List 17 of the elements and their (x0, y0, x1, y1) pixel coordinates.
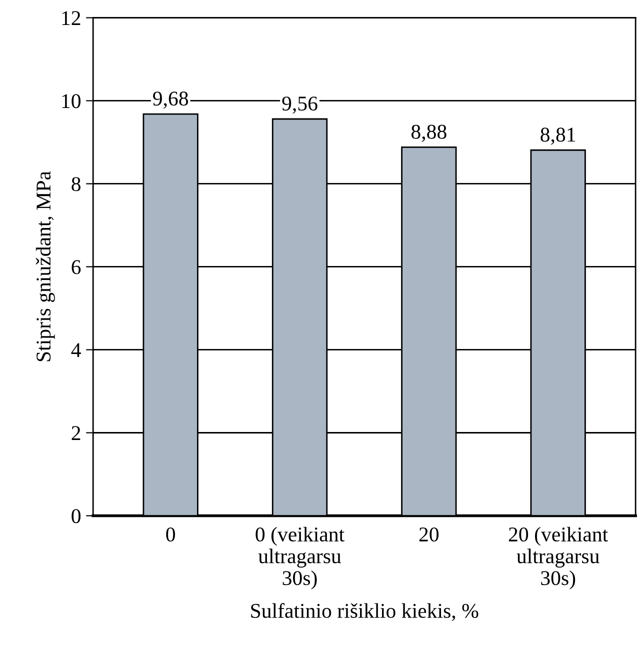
y-tick-label: 6 (72, 260, 81, 274)
data-label: 9,56 (282, 96, 318, 114)
data-label: 9,68 (153, 92, 188, 109)
x-tick-label: 0 (veikiant ultragarsu 30s) (256, 526, 344, 590)
y-tick-label: 8 (72, 177, 80, 192)
x-tick-label: 0 (166, 527, 176, 542)
data-label: 8,81 (540, 128, 576, 145)
y-tick-label: 10 (62, 94, 80, 108)
y-tick-label: 0 (72, 509, 80, 524)
data-label: 8,88 (411, 124, 446, 142)
y-axis-title: Stipris gniuždant, MPa (36, 171, 55, 362)
x-tick-label: 20 (419, 527, 439, 542)
y-tick-label: 4 (71, 343, 81, 357)
x-axis-title: Sulfatinio rišiklio kiekis, % (251, 603, 478, 621)
x-tick-label: 20 (veikiant ultragarsu 30s) (508, 526, 608, 590)
y-tick-label: 2 (72, 426, 80, 440)
y-tick-label: 12 (62, 11, 80, 25)
